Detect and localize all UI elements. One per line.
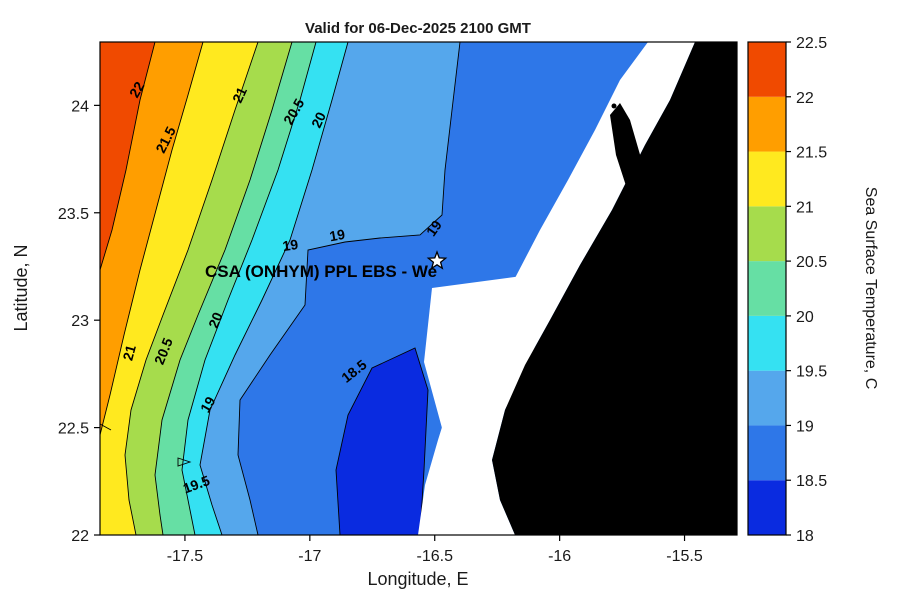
land-island-sliver: [610, 103, 643, 205]
land-mask: [492, 42, 737, 535]
x-tick-label: -15.5: [666, 548, 703, 565]
colorbar-segment: [748, 96, 786, 152]
colorbar-tick-label: 20: [796, 309, 814, 326]
y-tick-label: 22.5: [58, 421, 89, 438]
colorbar-tick-label: 19.5: [796, 364, 827, 381]
y-axis-ticks: 22 22.5 23 23.5 24: [58, 98, 100, 545]
colorbar-segment: [748, 42, 786, 97]
colorbar-tick-label: 20.5: [796, 254, 827, 271]
contour-level-label: 20: [308, 109, 329, 130]
land-mainland: [492, 42, 737, 535]
land-islet-dot: [611, 103, 617, 109]
x-tick-label: -17.5: [167, 548, 204, 565]
colorbar-segment: [748, 206, 786, 262]
y-tick-label: 22: [71, 528, 89, 545]
y-tick-label: 23: [71, 313, 89, 330]
chart-title: Valid for 06-Dec-2025 2100 GMT: [305, 20, 531, 37]
colorbar-tick-label: 18: [796, 528, 814, 545]
y-tick-label: 23.5: [58, 206, 89, 223]
colorbar-tick-label: 19: [796, 418, 814, 435]
colorbar-label: Sea Surface Temperature, C: [862, 187, 879, 389]
contour-level-label: 19: [328, 226, 346, 244]
colorbar-segment: [748, 261, 786, 316]
x-tick-label: -16: [548, 548, 571, 565]
colorbar-tick-label: 18.5: [796, 473, 827, 490]
contour-level-label: 21: [229, 84, 250, 105]
x-axis-label: Longitude, E: [367, 569, 468, 589]
micro-contour-triangle: [177, 457, 192, 467]
x-axis-ticks: -17.5 -17 -16.5 -16 -15.5: [167, 535, 703, 565]
colorbar: 18 18.5 19 19.5 20 20.5 21 21.5 22 22.5: [747, 35, 827, 545]
colorbar-segment: [748, 370, 786, 426]
colorbar-tick-label: 21: [796, 199, 814, 216]
colorbar-segment: [748, 480, 786, 535]
star-marker-icon: [426, 250, 448, 270]
colorbar-tick-label: 21.5: [796, 145, 827, 162]
colorbar-segment: [748, 151, 786, 207]
colorbar-segment: [748, 315, 786, 371]
colorbar-segment: [748, 425, 786, 481]
colorbar-tick-label: 22.5: [796, 35, 827, 52]
x-tick-label: -16.5: [417, 548, 454, 565]
band-22-22-5: [100, 42, 156, 271]
colorbar-tick-label: 22: [796, 90, 814, 107]
contour-level-label: 20: [205, 310, 226, 331]
annotation: CSA (ONHYM) PPL EBS - We: [205, 250, 448, 281]
contour-level-label: 21: [119, 343, 139, 362]
contour-level-label: 19: [281, 236, 299, 254]
contour-level-label: 19: [197, 394, 219, 416]
annotation-text: CSA (ONHYM) PPL EBS - We: [205, 262, 437, 281]
colorbar-border: [747, 41, 787, 536]
contour-level-label: 22: [126, 79, 148, 101]
y-tick-label: 24: [71, 98, 89, 115]
y-axis-label: Latitude, N: [11, 244, 31, 331]
plot-border: [99, 41, 738, 536]
x-tick-label: -17: [298, 548, 321, 565]
micro-contour-edge-mark: [100, 423, 112, 431]
